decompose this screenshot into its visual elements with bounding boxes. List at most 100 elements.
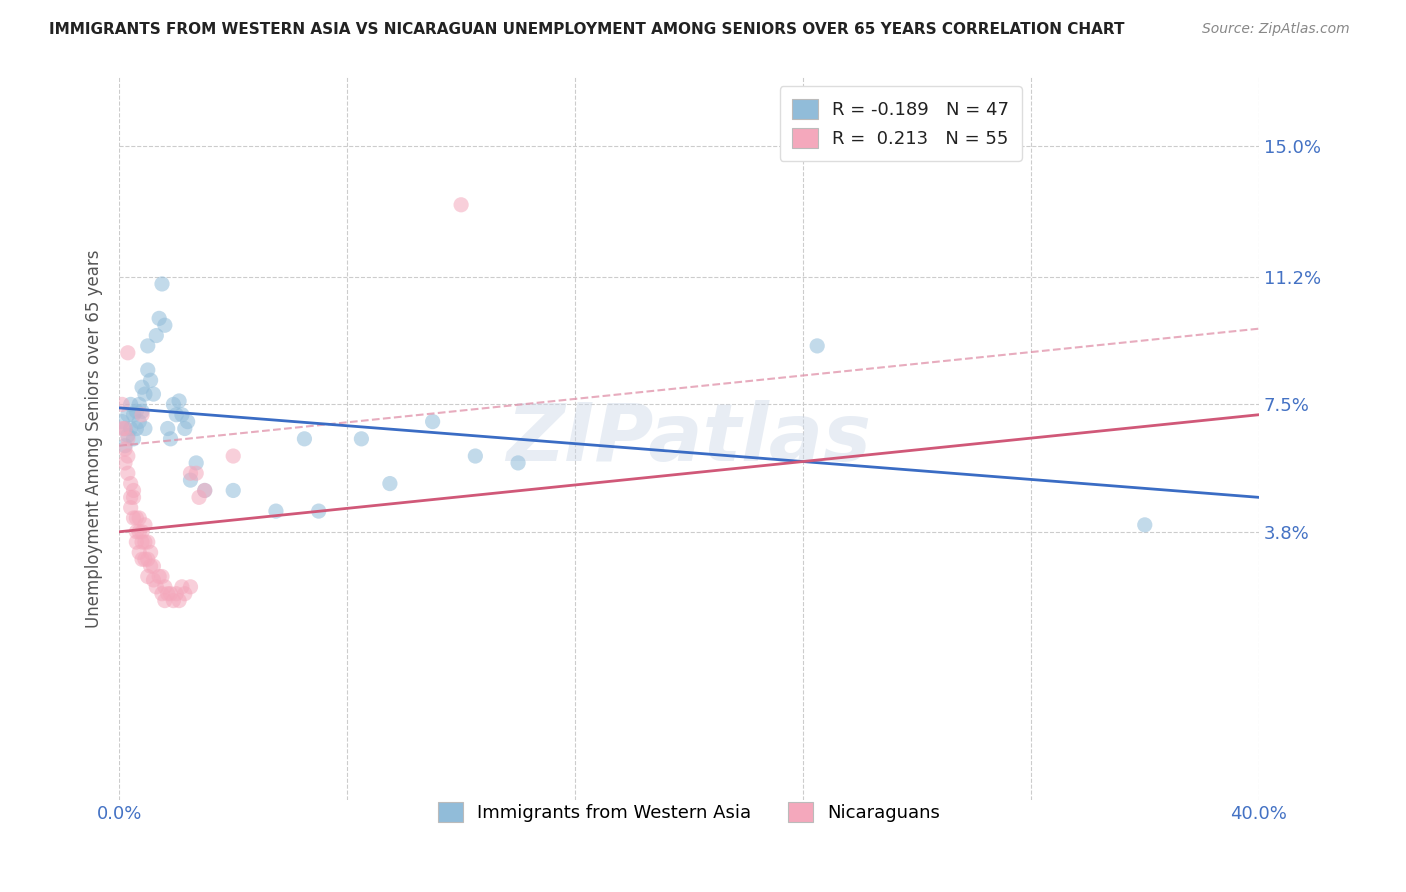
Point bbox=[150, 587, 173, 601]
Point bbox=[125, 421, 148, 435]
Point bbox=[134, 552, 156, 566]
Point bbox=[136, 569, 159, 583]
Point bbox=[139, 373, 162, 387]
Point bbox=[165, 587, 187, 601]
Point bbox=[120, 491, 142, 505]
Point bbox=[122, 408, 145, 422]
Point bbox=[145, 580, 167, 594]
Point bbox=[167, 394, 190, 409]
Legend: Immigrants from Western Asia, Nicaraguans: Immigrants from Western Asia, Nicaraguan… bbox=[425, 789, 953, 835]
Point bbox=[148, 569, 170, 583]
Text: ZIPatlas: ZIPatlas bbox=[506, 400, 872, 478]
Point bbox=[136, 535, 159, 549]
Point bbox=[136, 552, 159, 566]
Point bbox=[122, 491, 145, 505]
Point bbox=[179, 580, 201, 594]
Point bbox=[120, 421, 142, 435]
Point bbox=[134, 387, 156, 401]
Point bbox=[153, 318, 176, 333]
Point bbox=[150, 569, 173, 583]
Point bbox=[120, 476, 142, 491]
Point bbox=[117, 432, 139, 446]
Point bbox=[128, 415, 150, 429]
Point bbox=[222, 449, 245, 463]
Point bbox=[170, 408, 193, 422]
Point bbox=[125, 404, 148, 418]
Point bbox=[142, 387, 165, 401]
Point bbox=[156, 421, 179, 435]
Point bbox=[131, 380, 153, 394]
Point bbox=[176, 415, 198, 429]
Point bbox=[136, 339, 159, 353]
Point bbox=[173, 587, 195, 601]
Point bbox=[156, 587, 179, 601]
Point bbox=[186, 456, 208, 470]
Point bbox=[159, 432, 181, 446]
Point bbox=[125, 511, 148, 525]
Point bbox=[128, 397, 150, 411]
Point bbox=[122, 511, 145, 525]
Point bbox=[131, 404, 153, 418]
Point bbox=[139, 559, 162, 574]
Point bbox=[173, 421, 195, 435]
Point bbox=[120, 397, 142, 411]
Point bbox=[136, 363, 159, 377]
Point bbox=[179, 467, 201, 481]
Point bbox=[194, 483, 217, 498]
Point bbox=[111, 397, 134, 411]
Point bbox=[117, 467, 139, 481]
Point bbox=[1133, 517, 1156, 532]
Point bbox=[153, 593, 176, 607]
Point bbox=[131, 552, 153, 566]
Point bbox=[162, 593, 184, 607]
Point bbox=[264, 504, 287, 518]
Point bbox=[188, 491, 211, 505]
Point bbox=[117, 345, 139, 359]
Point bbox=[117, 408, 139, 422]
Point bbox=[125, 535, 148, 549]
Point bbox=[150, 277, 173, 291]
Point bbox=[294, 432, 316, 446]
Point bbox=[131, 524, 153, 539]
Point bbox=[122, 432, 145, 446]
Y-axis label: Unemployment Among Seniors over 65 years: Unemployment Among Seniors over 65 years bbox=[86, 250, 103, 628]
Text: IMMIGRANTS FROM WESTERN ASIA VS NICARAGUAN UNEMPLOYMENT AMONG SENIORS OVER 65 YE: IMMIGRANTS FROM WESTERN ASIA VS NICARAGU… bbox=[49, 22, 1125, 37]
Point bbox=[139, 545, 162, 559]
Point bbox=[308, 504, 330, 518]
Point bbox=[378, 476, 401, 491]
Point bbox=[422, 415, 444, 429]
Point bbox=[142, 573, 165, 587]
Point bbox=[114, 421, 136, 435]
Point bbox=[131, 408, 153, 422]
Point bbox=[194, 483, 217, 498]
Point bbox=[170, 580, 193, 594]
Point bbox=[114, 442, 136, 457]
Point bbox=[167, 593, 190, 607]
Text: Source: ZipAtlas.com: Source: ZipAtlas.com bbox=[1202, 22, 1350, 37]
Point bbox=[128, 524, 150, 539]
Point bbox=[806, 339, 828, 353]
Point bbox=[179, 473, 201, 487]
Point bbox=[159, 587, 181, 601]
Point bbox=[153, 580, 176, 594]
Point bbox=[125, 524, 148, 539]
Point bbox=[506, 456, 529, 470]
Point bbox=[145, 328, 167, 343]
Point bbox=[114, 439, 136, 453]
Point bbox=[128, 545, 150, 559]
Point bbox=[186, 467, 208, 481]
Point bbox=[165, 408, 187, 422]
Point bbox=[117, 449, 139, 463]
Point bbox=[117, 428, 139, 442]
Point bbox=[114, 456, 136, 470]
Point bbox=[222, 483, 245, 498]
Point bbox=[134, 421, 156, 435]
Point bbox=[122, 483, 145, 498]
Point bbox=[464, 449, 486, 463]
Point bbox=[111, 421, 134, 435]
Point bbox=[134, 517, 156, 532]
Point bbox=[450, 198, 472, 212]
Point bbox=[148, 311, 170, 326]
Point bbox=[162, 397, 184, 411]
Point bbox=[131, 535, 153, 549]
